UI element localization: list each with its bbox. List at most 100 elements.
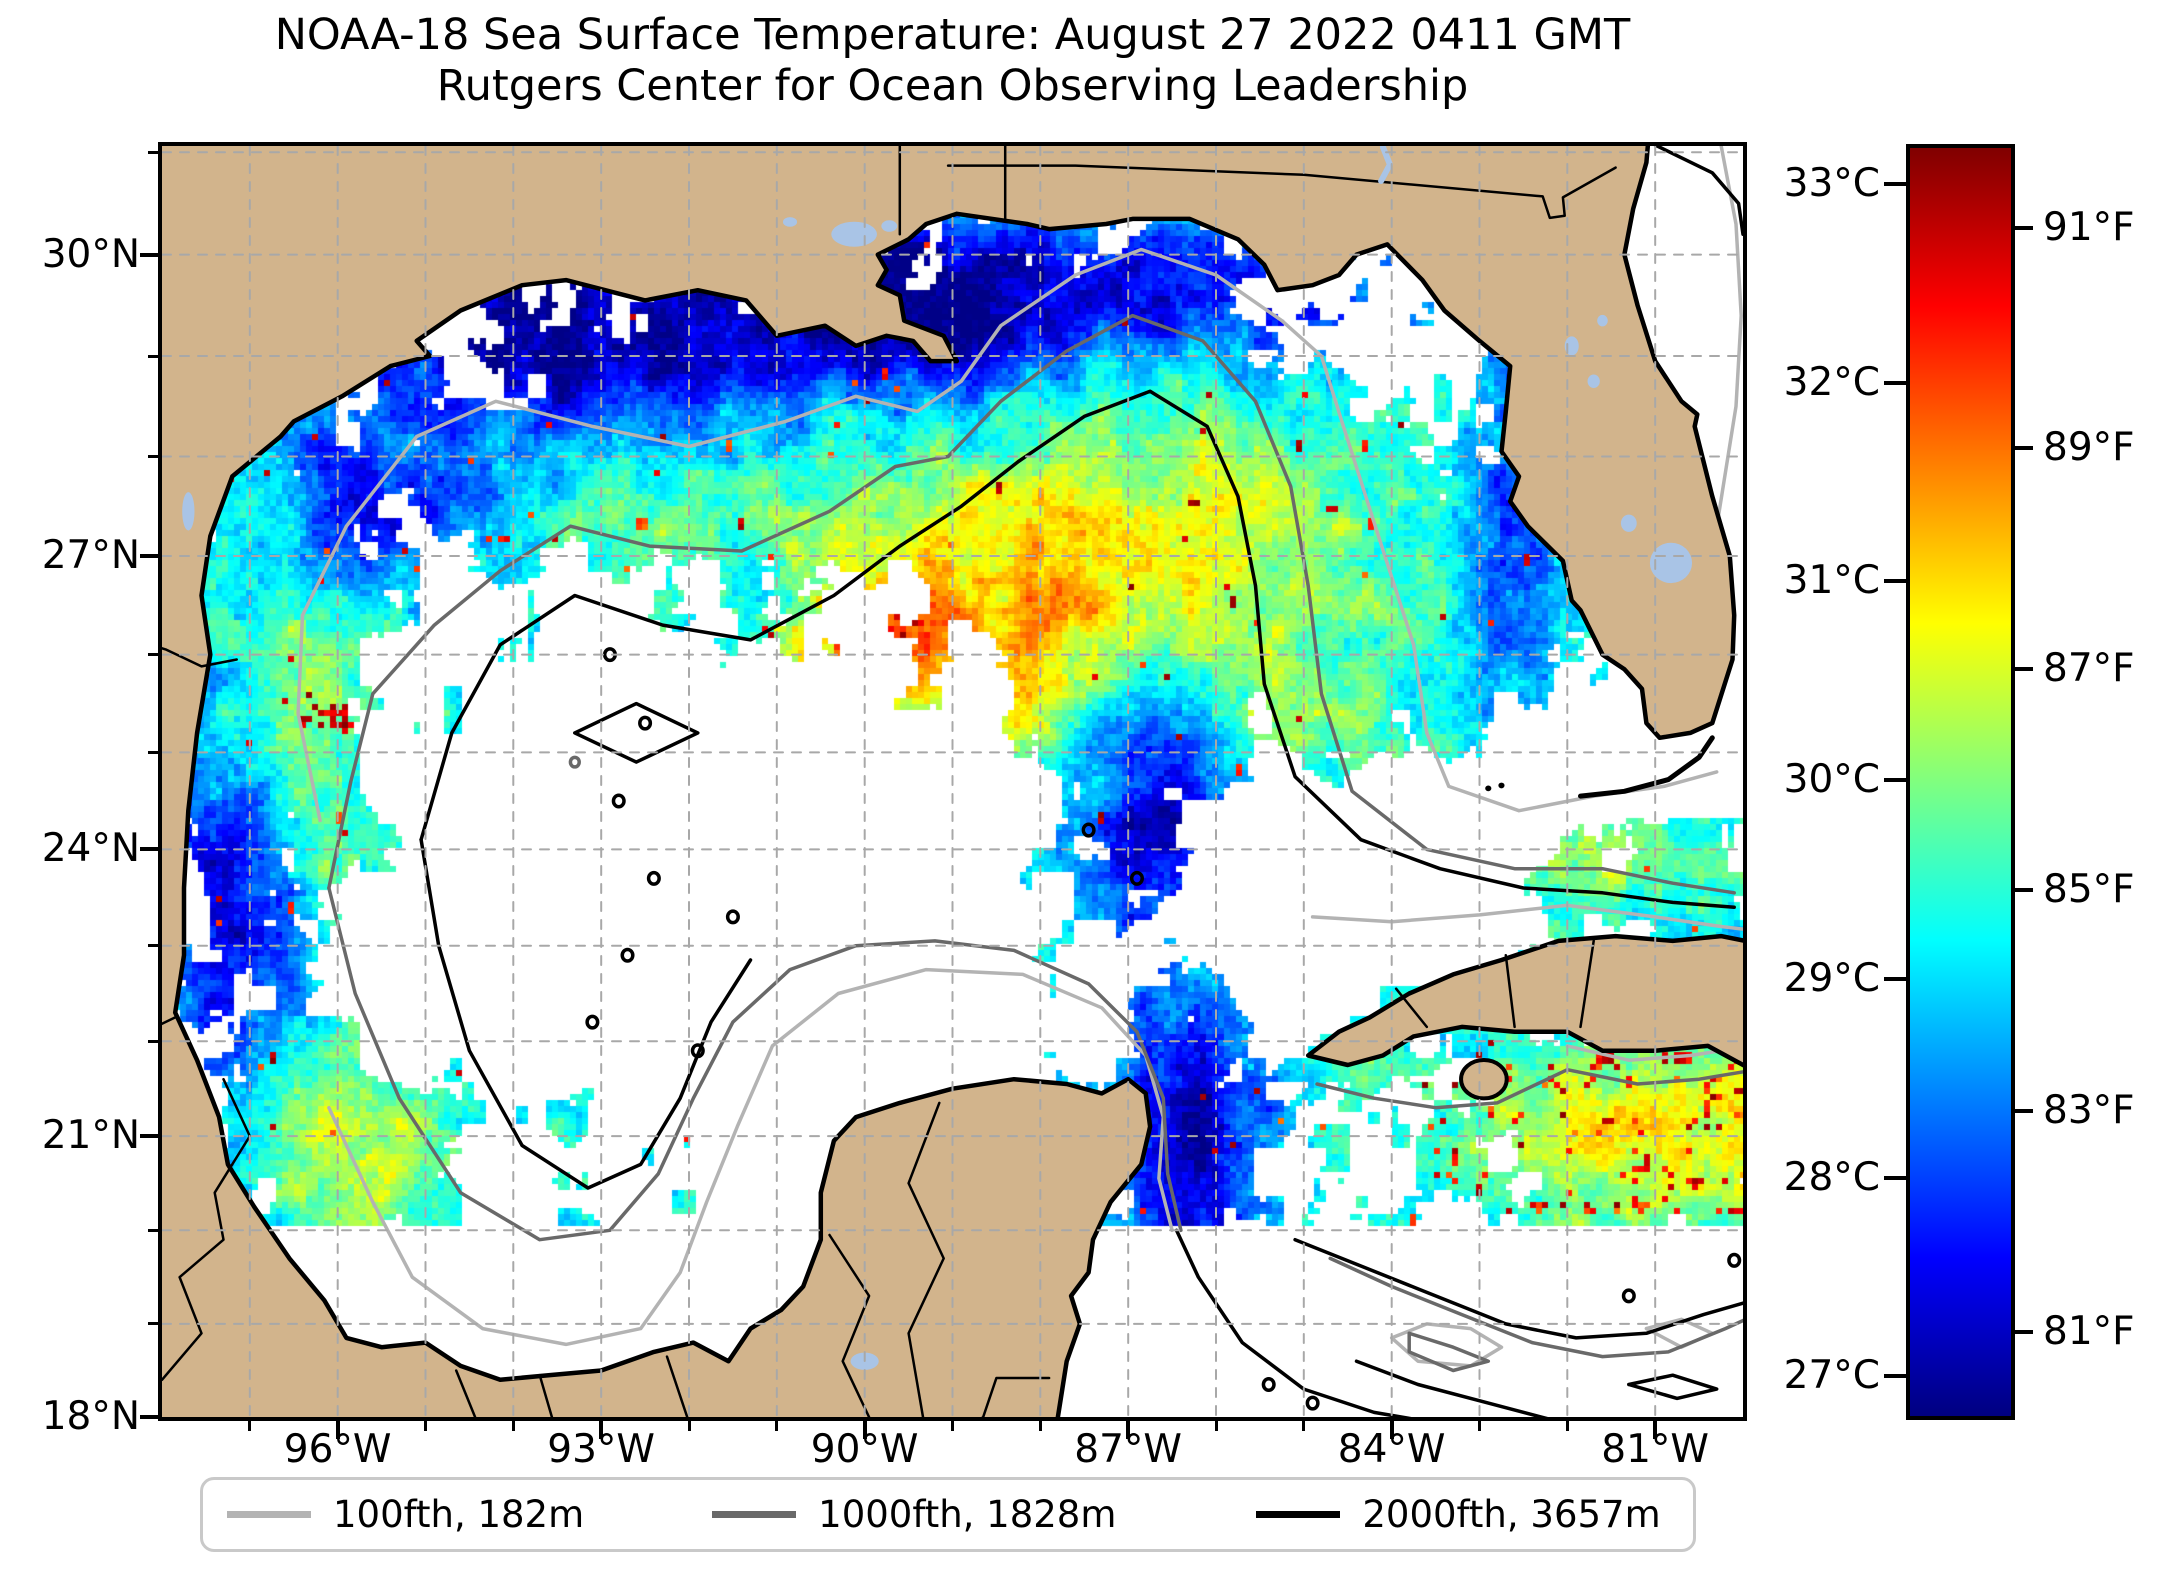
political-border xyxy=(981,1376,1051,1417)
colorbar-celsius-label: 28°C xyxy=(1783,1154,1880,1200)
colorbar-fahrenheit-tick xyxy=(2011,1109,2033,1114)
x-minor-tick xyxy=(951,1421,954,1431)
colorbar-celsius-label: 27°C xyxy=(1783,1353,1880,1399)
land-mainland xyxy=(162,146,1737,1417)
y-minor-tick xyxy=(148,944,158,948)
y-major-tick xyxy=(140,1415,158,1419)
political-border xyxy=(1394,987,1429,1029)
legend-line-100fth xyxy=(227,1511,311,1518)
colorbar xyxy=(1906,144,2015,1420)
lake xyxy=(881,220,898,232)
y-minor-tick xyxy=(148,1039,158,1043)
contour-1000fth xyxy=(1328,1256,1743,1359)
political-border xyxy=(162,646,238,668)
x-minor-tick xyxy=(687,1421,691,1431)
colorbar-fahrenheit-label: 91°F xyxy=(2043,204,2135,250)
lake xyxy=(182,492,195,531)
y-minor-tick xyxy=(148,653,158,657)
y-minor-tick xyxy=(148,1228,158,1232)
x-minor-tick xyxy=(1214,1421,1218,1431)
y-minor-tick xyxy=(148,150,158,154)
colorbar-celsius-label: 33°C xyxy=(1783,160,1880,206)
lake xyxy=(1587,374,1600,388)
political-border xyxy=(538,1373,554,1417)
legend-label-100fth: 100fth, 182m xyxy=(333,1493,585,1536)
legend-label-2000fth: 2000fth, 3657m xyxy=(1362,1493,1661,1536)
colorbar-celsius-tick xyxy=(1884,380,1906,385)
y-minor-tick xyxy=(148,1322,158,1326)
colorbar-celsius-label: 31°C xyxy=(1783,558,1880,604)
contour-100fth xyxy=(1310,903,1743,931)
colorbar-celsius-tick xyxy=(1884,778,1906,782)
contour-eddy-ring xyxy=(585,1014,600,1030)
x-minor-tick xyxy=(248,1421,252,1431)
x-tick-label: 84°W xyxy=(1337,1427,1446,1472)
colorbar-fahrenheit-tick xyxy=(2011,888,2033,893)
legend-line-2000fth xyxy=(1256,1511,1341,1518)
land-isla-de-la-juventud xyxy=(1459,1058,1509,1101)
y-tick-label: 24°N xyxy=(41,826,140,872)
y-major-tick xyxy=(140,1134,158,1139)
legend-item-1000fth: 1000fth, 1828m xyxy=(712,1493,1116,1536)
contour-2000fth xyxy=(1653,146,1743,236)
x-major-tick xyxy=(1389,1421,1394,1439)
contour-eddy-ring xyxy=(568,755,581,769)
contour-eddy-ring xyxy=(638,715,653,731)
contour-1000fth xyxy=(327,886,1183,1242)
x-tick-label: 93°W xyxy=(547,1427,655,1472)
x-tick-label: 81°W xyxy=(1601,1427,1709,1472)
contour-2000fth xyxy=(1293,1237,1743,1340)
x-tick-label: 96°W xyxy=(283,1427,392,1472)
y-tick-label: 21°N xyxy=(41,1113,140,1159)
contour-eddy-ring xyxy=(725,909,740,925)
map-overlay xyxy=(162,146,1743,1417)
figure-title: NOAA-18 Sea Surface Temperature: August … xyxy=(162,10,1743,112)
political-border xyxy=(946,164,1617,220)
legend-item-100fth: 100fth, 182m xyxy=(227,1493,584,1536)
x-minor-tick xyxy=(424,1421,427,1431)
colorbar-fahrenheit-label: 89°F xyxy=(2043,425,2135,471)
colorbar-fahrenheit-label: 83°F xyxy=(2043,1088,2135,1134)
x-minor-tick xyxy=(1038,1421,1042,1431)
lake xyxy=(1649,542,1693,584)
title-line-2: Rutgers Center for Ocean Observing Leade… xyxy=(436,61,1469,111)
contour-100fth xyxy=(296,247,1719,823)
contour-eddy-ring xyxy=(1727,1252,1742,1268)
x-minor-tick xyxy=(1302,1421,1306,1431)
contour-eddy-ring xyxy=(1081,822,1096,838)
contour-eddy-ring xyxy=(690,1043,705,1059)
map-area xyxy=(162,146,1743,1417)
dry-tortugas-islet xyxy=(1485,785,1492,792)
y-major-tick xyxy=(140,553,158,558)
political-border xyxy=(828,1233,871,1417)
map-panel xyxy=(158,142,1747,1421)
x-major-tick xyxy=(1126,1421,1131,1439)
y-tick-label: 30°N xyxy=(41,231,140,277)
x-major-tick xyxy=(599,1421,604,1439)
lake xyxy=(831,221,877,247)
colorbar-fahrenheit-tick xyxy=(2011,225,2033,230)
x-minor-tick xyxy=(1478,1421,1481,1431)
x-major-tick xyxy=(862,1421,867,1439)
colorbar-gradient xyxy=(1910,148,2011,1416)
x-major-tick xyxy=(1653,1421,1658,1439)
y-minor-tick xyxy=(148,750,158,754)
colorbar-fahrenheit-tick xyxy=(2011,446,2033,451)
x-tick-label: 90°W xyxy=(810,1427,919,1472)
colorbar-celsius-tick xyxy=(1884,1175,1906,1180)
contour-1000fth xyxy=(1407,1331,1491,1373)
y-tick-label: 27°N xyxy=(41,532,140,578)
contour-1000fth xyxy=(1315,1067,1743,1110)
colorbar-celsius-tick xyxy=(1884,1374,1906,1379)
dry-tortugas-islet xyxy=(1498,782,1505,789)
lake xyxy=(1620,514,1637,532)
land-cuba xyxy=(1305,933,1743,1068)
colorbar-celsius-label: 29°C xyxy=(1783,955,1880,1001)
colorbar-fahrenheit-label: 85°F xyxy=(2043,867,2135,913)
x-minor-tick xyxy=(1565,1421,1569,1431)
legend-line-1000fth xyxy=(712,1511,797,1518)
y-minor-tick xyxy=(148,354,158,358)
colorbar-fahrenheit-label: 87°F xyxy=(2043,646,2135,692)
lake xyxy=(782,217,798,227)
